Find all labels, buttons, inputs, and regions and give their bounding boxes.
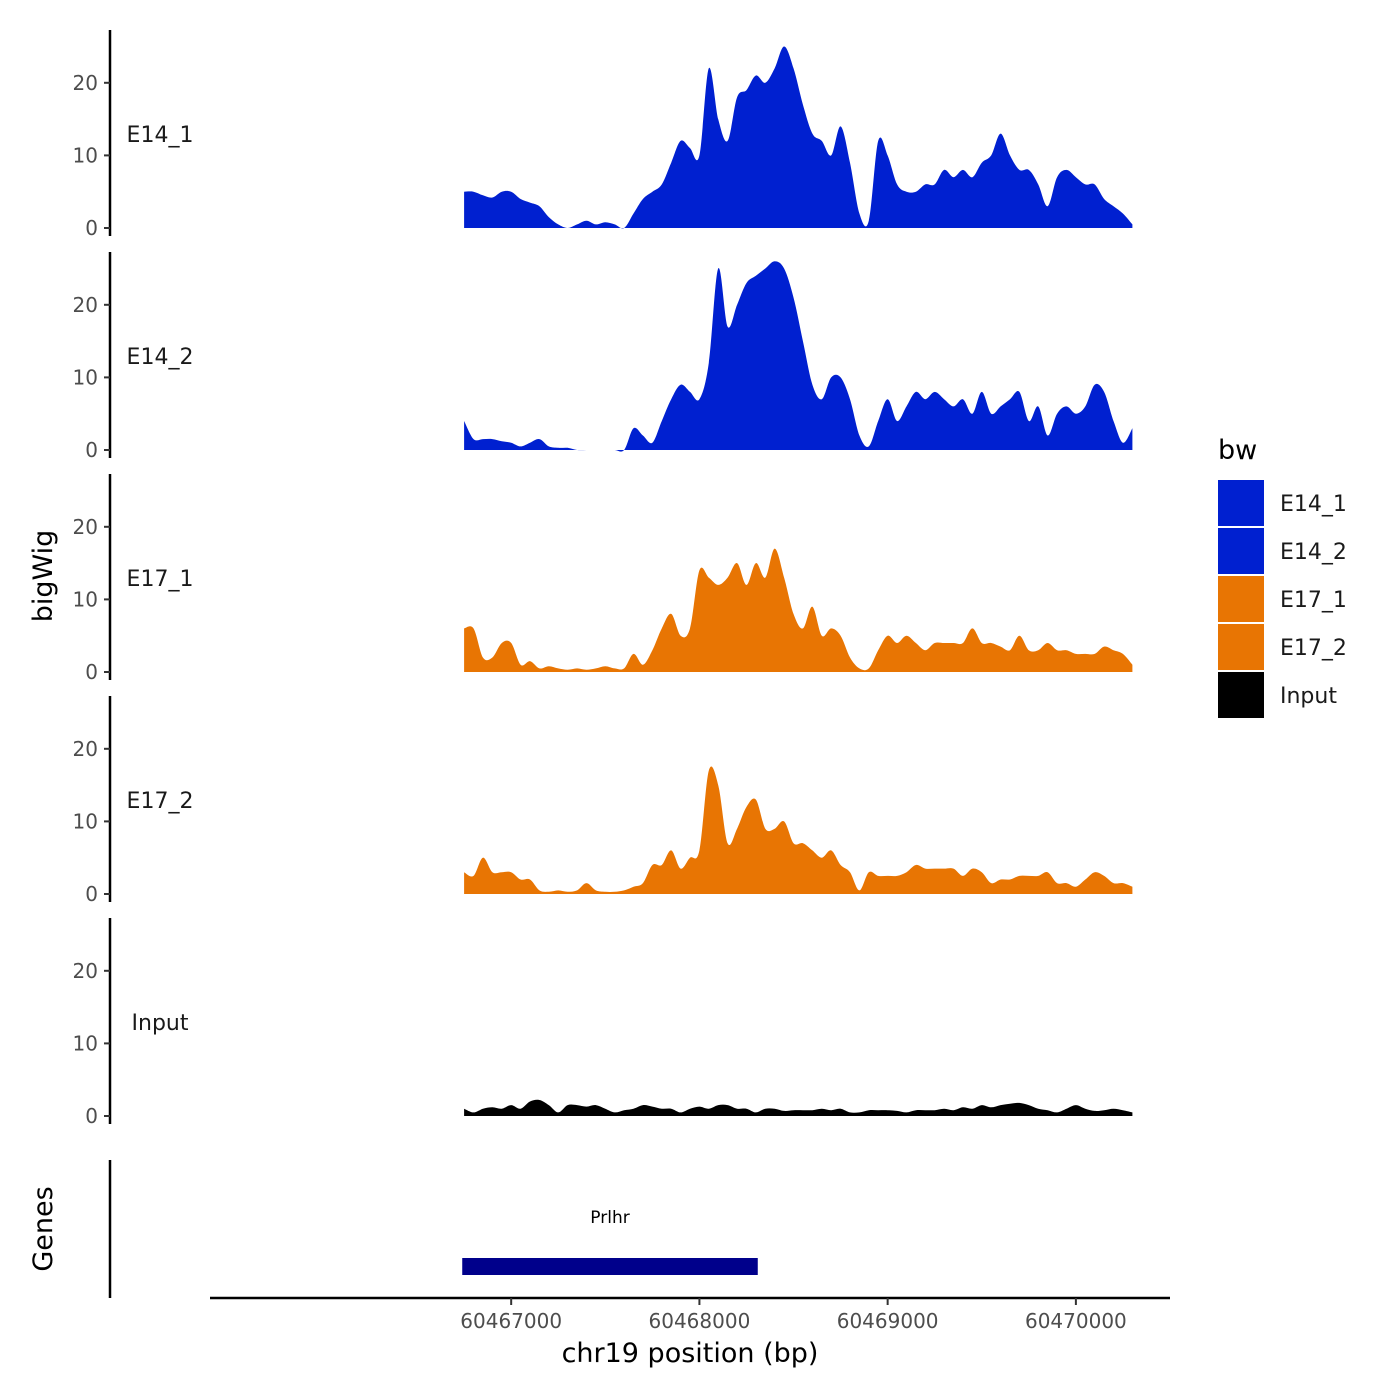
- genes-panel: Prlhr: [108, 1160, 758, 1298]
- gene-bar: [462, 1258, 758, 1275]
- track-panel-e17-1: 0 10 20 E17_1: [73, 474, 1133, 684]
- genes-axis-title: Genes: [28, 1186, 59, 1271]
- y-tick-label: 20: [73, 959, 98, 983]
- y-tick-label: 0: [85, 438, 98, 462]
- y-tick-label: 0: [85, 1104, 98, 1128]
- track-label: E17_2: [127, 789, 194, 814]
- legend-key: [1218, 480, 1264, 526]
- legend-key: [1218, 528, 1264, 574]
- y-tick-label: 0: [85, 660, 98, 684]
- x-tick-label: 60469000: [837, 1309, 939, 1333]
- y-tick-label: 20: [73, 737, 98, 761]
- y-tick-label: 10: [73, 143, 98, 167]
- y-tick-label: 20: [73, 71, 98, 95]
- series-area-input: [464, 1099, 1133, 1116]
- track-label: E14_2: [127, 345, 194, 370]
- x-axis-title: chr19 position (bp): [562, 1338, 819, 1369]
- gene-label: Prlhr: [590, 1208, 629, 1228]
- track-label: E17_1: [127, 567, 194, 592]
- track-panels: 0 10 20 E14_1 0 10 20 E14_2 0 10 20 E17_1 0 10 20 E17_2…: [73, 30, 1133, 1128]
- series-area-e17-1: [464, 548, 1133, 672]
- y-tick-label: 20: [73, 515, 98, 539]
- track-label: Input: [132, 1011, 189, 1036]
- legend-label: E17_1: [1280, 588, 1347, 613]
- series-area-e17-2: [464, 766, 1133, 894]
- series-area-e14-2: [464, 261, 1133, 452]
- y-tick-label: 0: [85, 216, 98, 240]
- y-tick-label: 10: [73, 1031, 98, 1055]
- x-tick-label: 60468000: [649, 1309, 751, 1333]
- legend-title: bw: [1218, 435, 1257, 466]
- track-panel-e17-2: 0 10 20 E17_2: [73, 696, 1133, 906]
- legend-key: [1218, 672, 1264, 718]
- legend-label: E14_2: [1280, 540, 1347, 565]
- track-label: E14_1: [127, 123, 194, 148]
- y-tick-label: 10: [73, 587, 98, 611]
- series-area-e14-1: [464, 46, 1133, 229]
- legend-label: Input: [1280, 684, 1337, 709]
- x-tick-label: 60467000: [460, 1309, 562, 1333]
- track-panel-e14-1: 0 10 20 E14_1: [73, 30, 1133, 240]
- legend-label: E14_1: [1280, 492, 1347, 517]
- legend-key: [1218, 624, 1264, 670]
- track-panel-e14-2: 0 10 20 E14_2: [73, 252, 1133, 462]
- legend: bw E14_1 E14_2 E17_1 E17_2 Input: [1218, 435, 1347, 718]
- track-panel-input: 0 10 20 Input: [73, 918, 1133, 1128]
- x-axis: 60467000 60468000 60469000 60470000: [210, 1296, 1170, 1333]
- y-tick-label: 20: [73, 293, 98, 317]
- y-axis-title: bigWig: [28, 530, 59, 623]
- y-tick-label: 10: [73, 365, 98, 389]
- y-tick-label: 0: [85, 882, 98, 906]
- y-tick-label: 10: [73, 809, 98, 833]
- x-tick-label: 60470000: [1025, 1309, 1127, 1333]
- legend-key: [1218, 576, 1264, 622]
- legend-label: E17_2: [1280, 636, 1347, 661]
